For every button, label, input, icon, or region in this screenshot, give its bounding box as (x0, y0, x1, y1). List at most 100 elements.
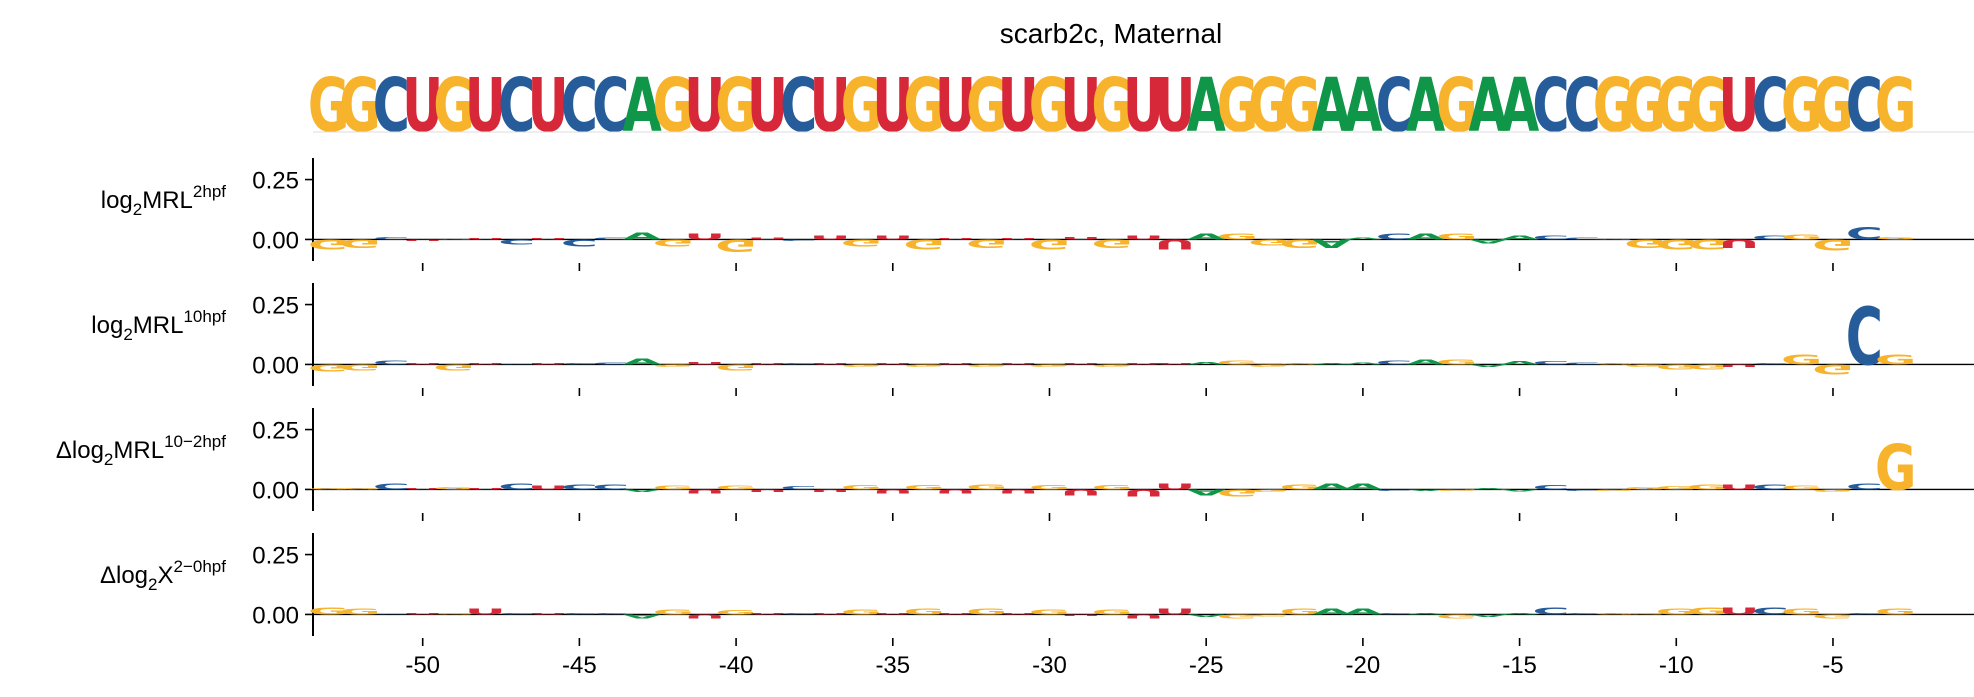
sequence-letter-glyph: G (1687, 62, 1729, 148)
logo-letter: U (465, 488, 506, 490)
sequence-letter-glyph: C (498, 62, 535, 148)
logo-letter-glyph: A (1187, 614, 1227, 618)
logo-letter: G (1217, 487, 1259, 499)
logo-letter-glyph: C (780, 239, 817, 241)
logo-letter: C (561, 363, 598, 365)
logo-letter: G (308, 362, 350, 374)
logo-letter-glyph: G (1781, 233, 1823, 241)
logo-letter: G (1655, 236, 1697, 251)
logo-letter: G (339, 362, 381, 372)
logo-letter-glyph: C (1846, 291, 1883, 384)
logo-letter-glyph: G (1655, 607, 1697, 617)
logo-letter: U (465, 363, 506, 365)
logo-letter-glyph: G (1029, 364, 1071, 368)
logo-letter-glyph: U (935, 613, 976, 615)
logo-letter-glyph: G (653, 608, 695, 616)
logo-letter-glyph: U (1123, 487, 1164, 499)
logo-letter-glyph: A (622, 613, 661, 619)
logo-letter: C (1564, 613, 1601, 615)
logo-letter-glyph: U (747, 613, 788, 615)
sequence-letter-glyph: G (1593, 62, 1635, 148)
logo-letter: U (1060, 363, 1101, 365)
logo-letter: U (810, 489, 851, 493)
logo-letter-glyph: U (1123, 363, 1164, 365)
logo-letter-glyph: G (1624, 487, 1666, 491)
logo-letter-glyph: G (1091, 237, 1133, 250)
sequence-letter: G (653, 62, 695, 148)
sequence-letter-glyph: G (1812, 62, 1854, 148)
logo-letter-glyph: A (1187, 232, 1226, 242)
logo-letter-glyph: U (1154, 482, 1195, 492)
logo-letter: C (1846, 613, 1883, 615)
logo-letter-glyph: A (1406, 358, 1445, 366)
logo-letter: G (1279, 483, 1321, 491)
logo-letter: C (498, 482, 535, 492)
logo-letter-glyph: G (433, 362, 475, 372)
logo-letter-glyph: G (966, 364, 1008, 368)
logo-letter: C (561, 483, 598, 491)
logo-letter: U (402, 363, 443, 365)
logo-letter-glyph: A (1500, 489, 1540, 492)
logo-letter-glyph: G (1091, 608, 1133, 616)
logo-letter: A (1312, 363, 1352, 365)
sequence-letter-glyph: U (935, 62, 976, 148)
logo-letter-glyph: G (653, 237, 695, 249)
logo-letter-glyph: U (1060, 614, 1101, 616)
logo-letter-glyph: C (1752, 605, 1789, 617)
logo-letter-glyph: G (339, 607, 381, 617)
logo-letter-glyph: G (966, 237, 1008, 250)
logo-letter-glyph: G (308, 236, 350, 251)
y-tick-label: 0.25 (252, 168, 299, 195)
logo-letter: G (1593, 489, 1635, 491)
logo-letter: C (780, 239, 817, 241)
x-tick-label: -45 (562, 652, 597, 679)
logo-letter: G (1812, 613, 1854, 619)
logo-letter-glyph: G (1781, 607, 1823, 617)
logo-letter-glyph: C (1564, 237, 1601, 240)
logo-letter-glyph: C (780, 613, 817, 615)
logo-letter: C (1376, 232, 1413, 242)
logo-letter: G (841, 608, 883, 616)
logo-letter-glyph: C (1752, 363, 1789, 365)
sequence-letter: U (465, 62, 506, 148)
logo-letter: C (373, 360, 410, 366)
sequence-letter-glyph: C (1846, 62, 1883, 148)
logo-letter-glyph: U (1154, 236, 1195, 251)
sequence-letter: C (1846, 62, 1883, 148)
sequence-letter-glyph: G (1217, 62, 1259, 148)
logo-letter: U (1718, 237, 1759, 250)
logo-letter: G (1248, 364, 1290, 368)
sequence-letter-glyph: U (684, 62, 725, 148)
logo-letter-glyph: G (1593, 239, 1635, 240)
logo-letter-glyph: G (1029, 484, 1071, 491)
logo-letter-glyph: G (433, 239, 475, 240)
logo-letter-glyph: U (402, 488, 443, 490)
logo-letter: A (1406, 489, 1446, 491)
logo-letter-glyph: A (1469, 614, 1509, 618)
logo-letter-glyph: C (592, 362, 629, 365)
logo-letter-glyph: U (684, 232, 725, 242)
logo-letter: U (1154, 482, 1195, 492)
logo-letter: U (527, 238, 568, 240)
x-tick-label: -10 (1659, 652, 1694, 679)
panel-label-base: log (101, 187, 133, 214)
logo-letter-glyph: U (810, 489, 851, 493)
logo-letter-glyph: C (1376, 232, 1413, 242)
logo-letter: U (527, 613, 568, 615)
sequence-letter: U (1154, 62, 1195, 148)
logo-letter-glyph: A (1469, 488, 1509, 490)
sequence-letter: A (1500, 62, 1539, 148)
logo-letter: G (1248, 237, 1290, 247)
logo-letter-glyph: G (1436, 232, 1478, 242)
logo-letter-glyph: G (841, 608, 883, 616)
y-tick-label: 0.00 (252, 227, 299, 254)
logo-letter-glyph: C (592, 237, 629, 240)
logo-letter-glyph: G (1217, 613, 1259, 619)
logo-letter: G (1687, 483, 1729, 491)
sequence-letter: G (1029, 62, 1071, 148)
logo-letter: G (339, 237, 381, 250)
logo-letter-glyph: A (1343, 237, 1383, 240)
logo-letter-glyph: G (1875, 237, 1917, 241)
logo-letter-glyph: U (1154, 607, 1195, 617)
logo-letter-glyph: G (1687, 605, 1729, 617)
